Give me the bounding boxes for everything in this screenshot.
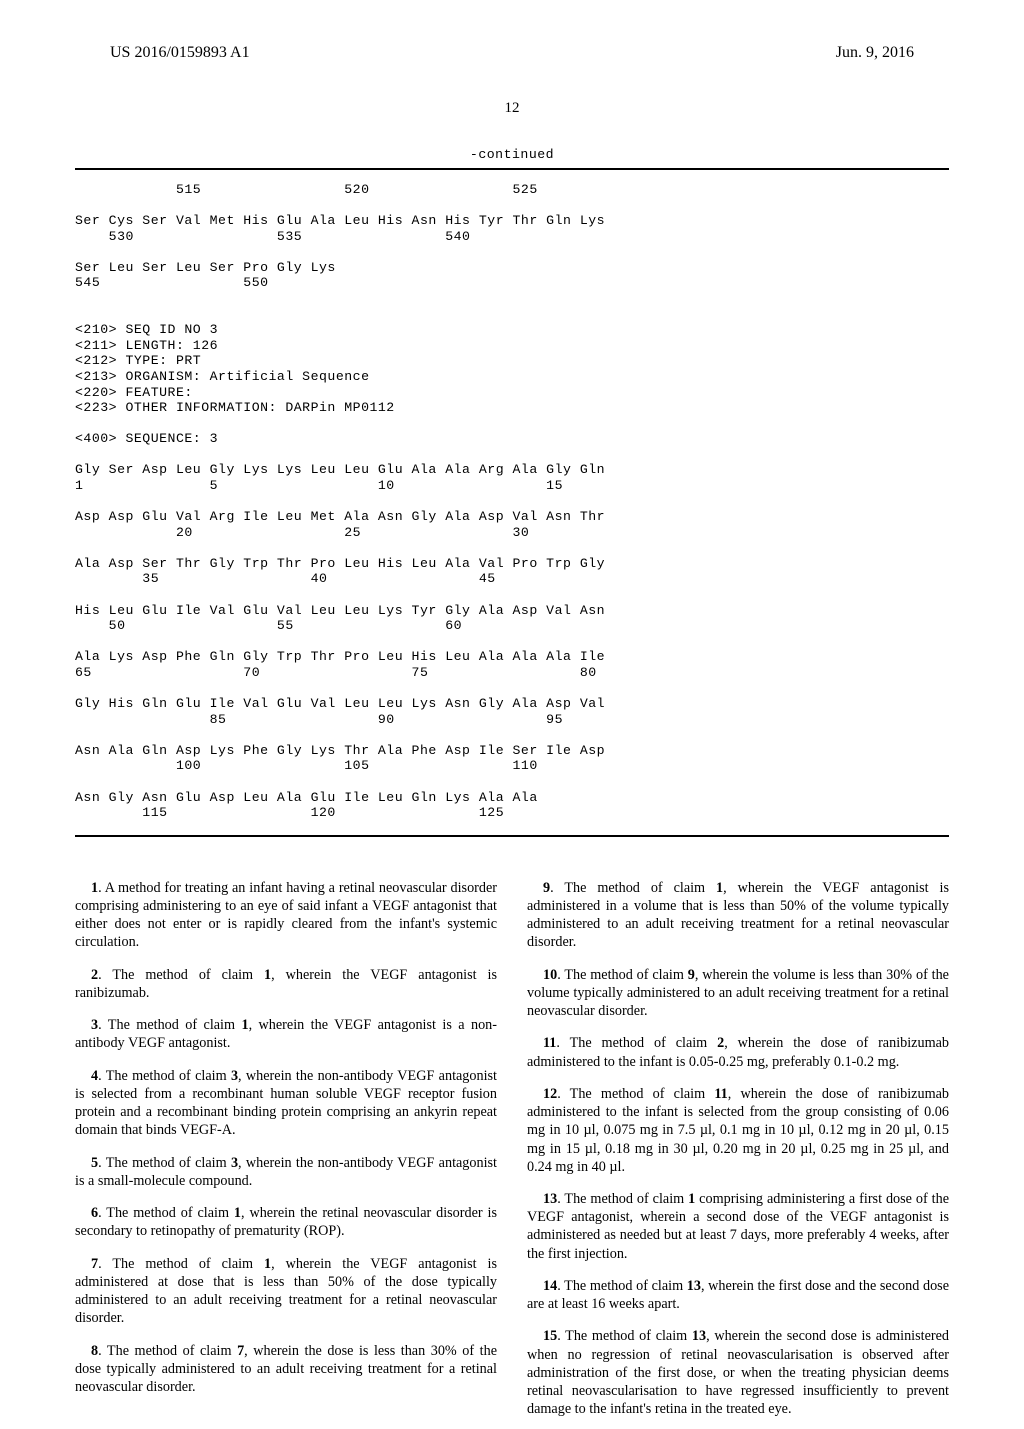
- claim-text: . The method of claim: [98, 967, 264, 983]
- publication-date: Jun. 9, 2016: [836, 44, 914, 62]
- claim-15: 15. The method of claim 13, wherein the …: [527, 1327, 949, 1418]
- claim-2: 2. The method of claim 1, wherein the VE…: [75, 966, 497, 1002]
- sequence-block: 515 520 525 Ser Cys Ser Val Met His Glu …: [75, 168, 949, 837]
- claim-text: . The method of claim: [98, 1017, 241, 1033]
- claim-text: . The method of claim: [98, 1205, 234, 1221]
- claim-7: 7. The method of claim 1, wherein the VE…: [75, 1255, 497, 1328]
- claim-5: 5. The method of claim 3, wherein the no…: [75, 1154, 497, 1190]
- claim-ref: 13: [692, 1328, 706, 1344]
- claim-6: 6. The method of claim 1, wherein the re…: [75, 1204, 497, 1240]
- claims-left-column: 1 . A method for treating an infant havin…: [75, 865, 497, 1429]
- patent-page: US 2016/0159893 A1 Jun. 9, 2016 12 -cont…: [0, 0, 1024, 1320]
- claim-8: 8. The method of claim 7, wherein the do…: [75, 1342, 497, 1397]
- claim-3: 3. The method of claim 1, wherein the VE…: [75, 1016, 497, 1052]
- claim-ref: 3: [231, 1155, 238, 1171]
- claim-text: . The method of claim: [557, 1278, 687, 1294]
- claim-number: 13: [543, 1191, 557, 1207]
- claim-text: . The method of claim: [98, 1068, 231, 1084]
- claim-9: 9. The method of claim 1, wherein the VE…: [527, 879, 949, 952]
- claim-ref: 9: [688, 967, 695, 983]
- page-number: 12: [75, 100, 949, 117]
- claim-text: . The method of claim: [98, 1256, 264, 1272]
- claim-ref: 13: [687, 1278, 701, 1294]
- claim-number: 8: [91, 1343, 98, 1359]
- claim-number: 12: [543, 1086, 557, 1102]
- claim-text: . The method of claim: [98, 1343, 237, 1359]
- claim-text: . The method of claim: [557, 1086, 714, 1102]
- claim-4: 4. The method of claim 3, wherein the no…: [75, 1067, 497, 1140]
- claim-ref: 7: [237, 1343, 244, 1359]
- claim-text: . The method of claim: [556, 1035, 717, 1051]
- claim-1: 1. A method for treating an infant havin…: [75, 879, 497, 952]
- claim-text: . A method for treating an infant having…: [75, 880, 497, 951]
- claim-text: . The method of claim: [557, 1191, 688, 1207]
- claim-number: 15: [543, 1328, 557, 1344]
- claim-number: 11: [543, 1035, 556, 1051]
- publication-number: US 2016/0159893 A1: [110, 44, 250, 62]
- claim-text: . The method of claim: [557, 967, 688, 983]
- claim-number: 14: [543, 1278, 557, 1294]
- claim-number: 10: [543, 967, 557, 983]
- claim-text: . The method of claim: [557, 1328, 692, 1344]
- claim-text: . The method of claim: [98, 1155, 231, 1171]
- sequence-listing: 515 520 525 Ser Cys Ser Val Met His Glu …: [75, 182, 949, 821]
- claim-ref: 1: [241, 1017, 248, 1033]
- claim-14: 14. The method of claim 13, wherein the …: [527, 1277, 949, 1313]
- claim-11: 11. The method of claim 2, wherein the d…: [527, 1034, 949, 1070]
- claim-ref: 3: [231, 1068, 238, 1084]
- claim-10: 10. The method of claim 9, wherein the v…: [527, 966, 949, 1021]
- claim-13: 13. The method of claim 1 comprising adm…: [527, 1190, 949, 1263]
- claim-text: . The method of claim: [550, 880, 716, 896]
- claim-ref: 11: [714, 1086, 727, 1102]
- claim-ref: 1: [234, 1205, 241, 1221]
- claim-12: 12. The method of claim 11, wherein the …: [527, 1085, 949, 1176]
- claims-columns: 1 . A method for treating an infant havin…: [75, 865, 949, 1429]
- continued-label: -continued: [75, 147, 949, 162]
- claims-right-column: 9. The method of claim 1, wherein the VE…: [527, 865, 949, 1429]
